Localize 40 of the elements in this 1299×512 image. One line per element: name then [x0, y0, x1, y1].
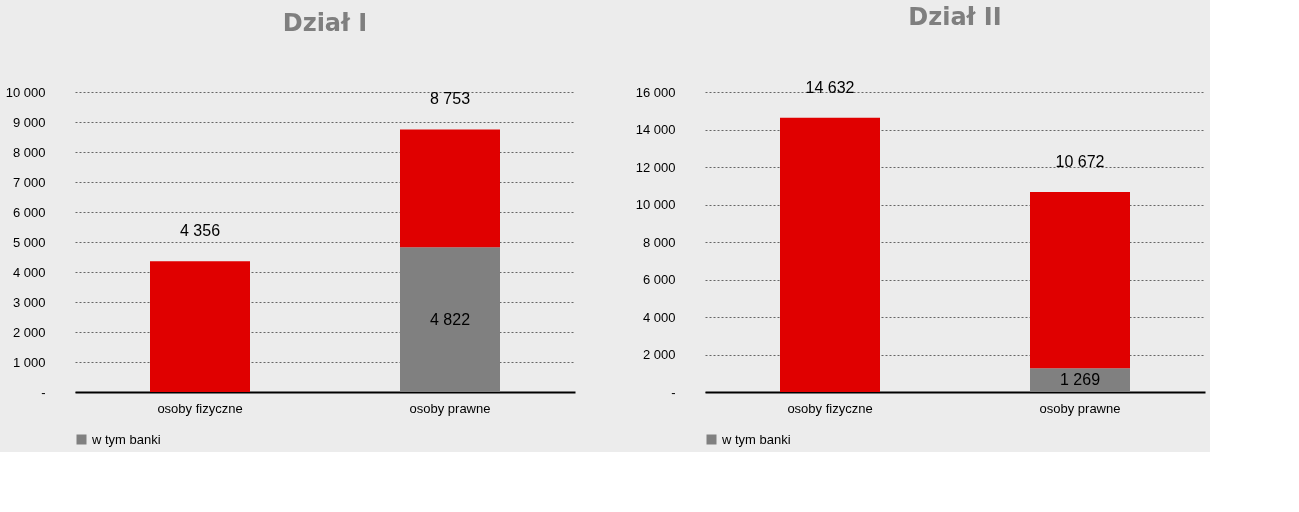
x-tick-label: osoby prawne	[1039, 400, 1121, 416]
y-tick-label: 7 000	[12, 174, 46, 190]
total-label: 10 672	[1055, 152, 1105, 170]
x-tick-label: osoby fizyczne	[787, 400, 873, 416]
y-tick-label: -	[41, 384, 46, 400]
y-tick-label: 4 000	[12, 264, 46, 280]
y-tick-label: 12 000	[635, 159, 676, 175]
x-tick-label: osoby prawne	[409, 400, 491, 416]
y-tick-label: 8 000	[12, 144, 46, 160]
total-label: 14 632	[805, 78, 855, 96]
y-tick-label: 5 000	[12, 234, 46, 250]
legend-label: w tym banki	[721, 431, 791, 447]
y-tick-label: 2 000	[12, 324, 46, 340]
y-tick-label: 10 000	[635, 197, 676, 212]
data-label: 4 822	[429, 310, 471, 328]
data-label: 1 269	[1059, 371, 1101, 389]
y-tick-label: 1 000	[12, 354, 46, 370]
y-tick-label: 6 000	[642, 272, 676, 287]
legend-label: w tym banki	[91, 431, 161, 447]
y-tick-label: 10 000	[5, 84, 46, 100]
y-tick-label: 6 000	[12, 204, 46, 220]
bar	[400, 129, 500, 248]
bar	[780, 117, 880, 392]
total-label: 4 356	[179, 222, 221, 240]
total-label: 8 753	[429, 90, 471, 108]
bar	[1030, 191, 1130, 369]
bar	[400, 247, 500, 392]
y-tick-label: -	[671, 384, 676, 400]
y-tick-label: 8 000	[642, 234, 676, 250]
x-tick-label: osoby fizyczne	[157, 400, 243, 416]
bar	[1030, 368, 1130, 392]
chart-title: Dział II	[908, 2, 1002, 31]
y-tick-label: 9 000	[12, 114, 46, 130]
y-tick-label: 3 000	[12, 294, 46, 310]
y-tick-label: 4 000	[642, 309, 676, 325]
y-tick-label: 2 000	[642, 347, 676, 362]
chart-title: Dział I	[282, 9, 368, 37]
y-tick-label: 16 000	[635, 84, 676, 100]
bar	[150, 261, 250, 392]
y-tick-label: 14 000	[635, 122, 676, 137]
